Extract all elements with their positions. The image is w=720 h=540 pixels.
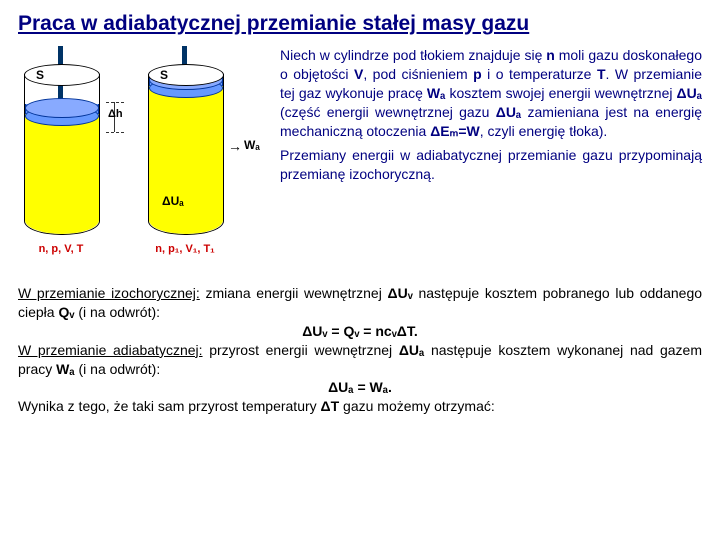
cylinder-1 — [24, 74, 100, 235]
body-text: W przemianie izochorycznej: zmiana energ… — [18, 284, 702, 416]
dh-bot-tick — [106, 132, 124, 133]
izo-dUv: ΔUᵥ — [388, 285, 413, 301]
work-label: Wₐ — [244, 138, 260, 152]
adi-t1: przyrost energii wewnętrznej — [203, 342, 399, 358]
page-title: Praca w adiabatycznej przemianie stałej … — [18, 12, 702, 36]
izo-head: W przemianie izochorycznej: — [18, 285, 200, 301]
equation-2: ΔUₐ = Wₐ. — [18, 378, 702, 397]
gas-2 — [149, 84, 223, 234]
equation-1: ΔUᵥ = Qᵥ = ncᵥΔT. — [18, 322, 702, 341]
izo-Qv: Qᵥ — [58, 304, 74, 320]
paragraph-1: Niech w cylindrze pod tłokiem znajduje s… — [280, 46, 702, 276]
p1-t3: , pod ciśnieniem — [363, 66, 473, 82]
p1-t4: i o temperaturze — [482, 66, 597, 82]
adi-dUa: ΔUₐ — [399, 342, 424, 358]
p1-Wa: Wₐ — [427, 85, 446, 101]
energy-label: ΔUₐ — [162, 194, 184, 208]
adi-Wa: Wₐ — [56, 361, 75, 377]
p1-dUa2: ΔUₐ — [496, 104, 521, 120]
p1-t6: kosztem swojej energii wewnętrznej — [445, 85, 676, 101]
cyl-open-1 — [24, 64, 100, 86]
top-row: S n, p, V, T S n, p₁, V₁, T₁ Δh → Wₐ — [18, 46, 702, 276]
p1-T: T — [597, 66, 606, 82]
p1-p: p — [473, 66, 482, 82]
piston-top-1 — [25, 98, 99, 118]
izo-t3: (i na odwrót): — [74, 304, 160, 320]
p1-n: n — [546, 47, 555, 63]
adi-t3: (i na odwrót): — [75, 361, 161, 377]
dh-top-tick — [106, 102, 124, 103]
state-caption-1: n, p, V, T — [24, 243, 98, 255]
concl-dT: ΔT — [321, 398, 340, 414]
concl-t1: Wynika z tego, że taki sam przyrost temp… — [18, 398, 321, 414]
izo-t1: zmiana energii wewnętrznej — [200, 285, 388, 301]
dh-label: Δh — [108, 108, 123, 120]
state-caption-2: n, p₁, V₁, T₁ — [148, 243, 222, 255]
concl-t2: gazu możemy otrzymać: — [339, 398, 495, 414]
area-label-1: S — [36, 68, 44, 82]
p1-dEm: ΔEₘ=W — [430, 123, 480, 139]
p1-t7: (część energii wewnętrznej gazu — [280, 104, 496, 120]
area-label-2: S — [160, 68, 168, 82]
p1-t9: , czyli energię tłoka). — [480, 123, 608, 139]
cyl-open-2 — [148, 64, 224, 86]
work-arrow: → — [228, 138, 242, 154]
adi-head: W przemianie adiabatycznej: — [18, 342, 203, 358]
cylinder-diagram: S n, p, V, T S n, p₁, V₁, T₁ Δh → Wₐ — [18, 46, 266, 276]
paragraph-2: Przemiany energii w adiabatycznej przemi… — [280, 146, 702, 184]
p1-V: V — [354, 66, 363, 82]
p1-dUa: ΔUₐ — [677, 85, 702, 101]
p1-t1: Niech w cylindrze pod tłokiem znajduje s… — [280, 47, 546, 63]
gas-1 — [25, 112, 99, 234]
cylinder-2 — [148, 74, 224, 235]
